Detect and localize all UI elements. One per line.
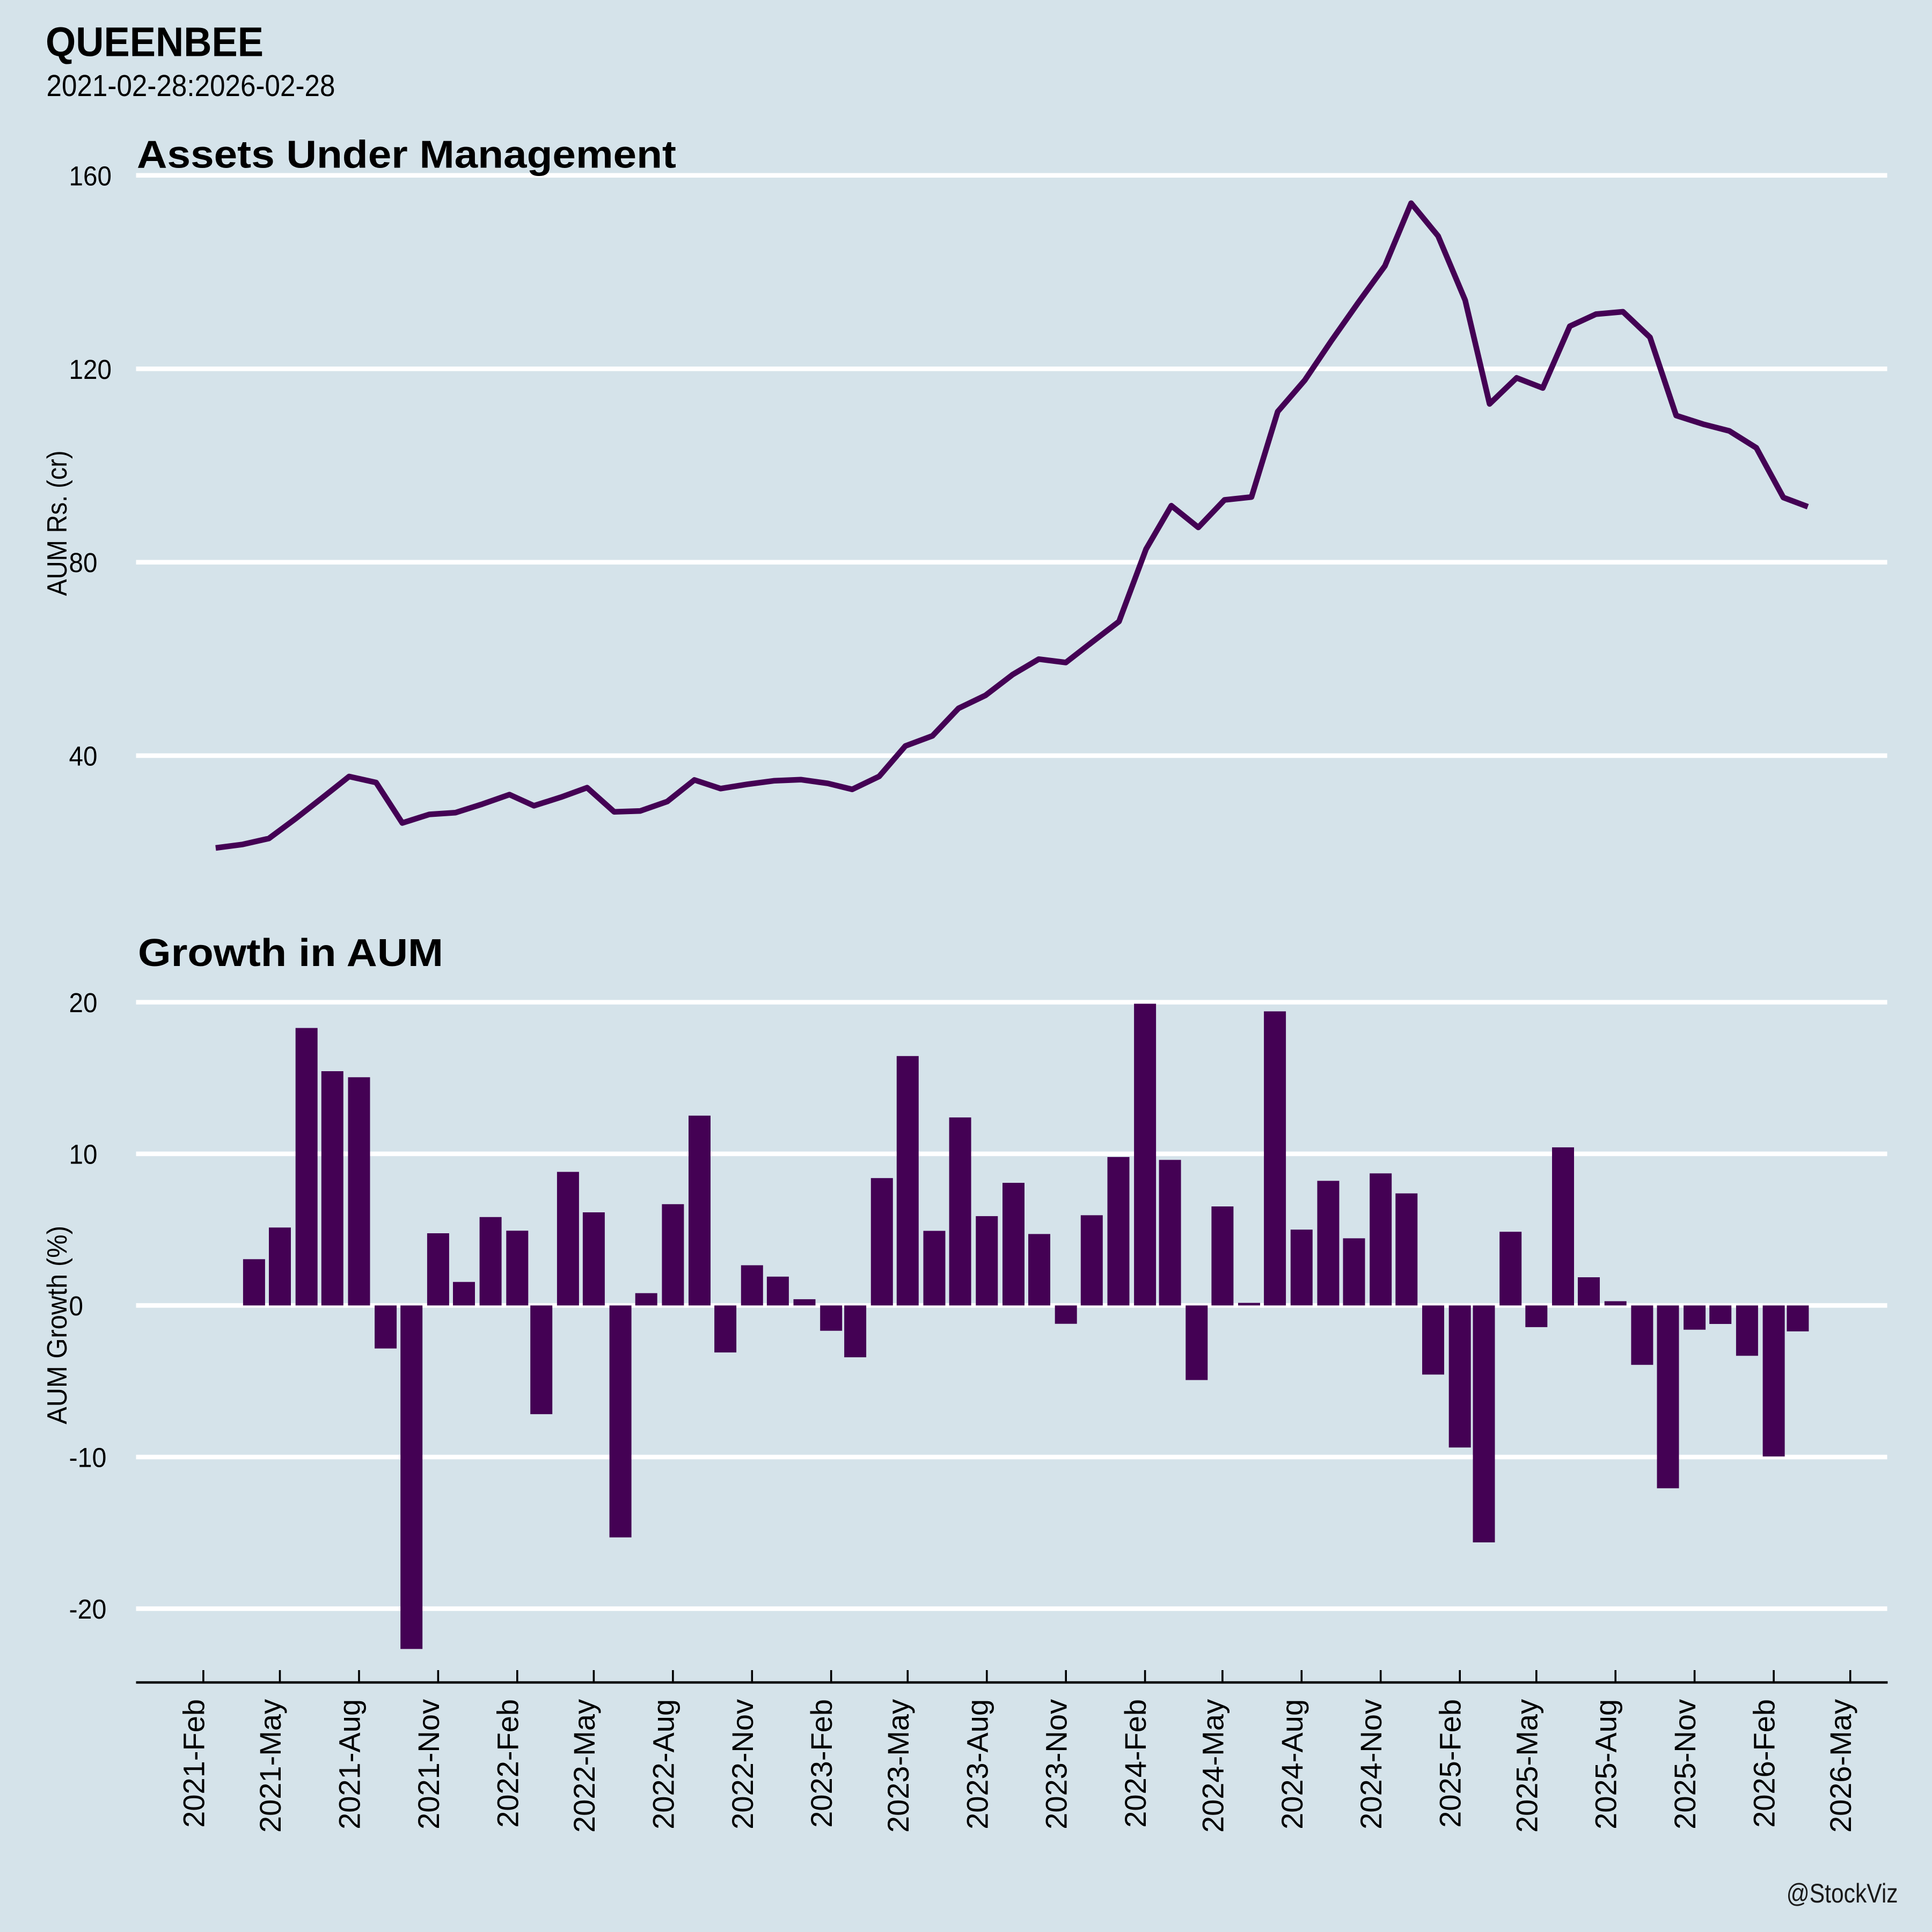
svg-text:40: 40 xyxy=(69,741,98,772)
svg-text:2021-Feb: 2021-Feb xyxy=(177,1699,210,1828)
svg-text:2021-02-28:2026-02-28: 2021-02-28:2026-02-28 xyxy=(47,69,335,103)
svg-text:2024-Aug: 2024-Aug xyxy=(1275,1699,1309,1829)
svg-text:Growth in AUM: Growth in AUM xyxy=(138,932,443,975)
svg-text:2026-Feb: 2026-Feb xyxy=(1747,1699,1781,1828)
svg-text:-10: -10 xyxy=(69,1443,107,1473)
svg-text:AUM Rs. (cr): AUM Rs. (cr) xyxy=(42,451,73,596)
svg-text:10: 10 xyxy=(69,1139,98,1170)
svg-text:2021-Aug: 2021-Aug xyxy=(333,1699,367,1829)
svg-text:QUEENBEE: QUEENBEE xyxy=(46,19,264,65)
svg-text:2024-Feb: 2024-Feb xyxy=(1118,1699,1152,1828)
svg-text:120: 120 xyxy=(69,354,112,385)
svg-text:2024-May: 2024-May xyxy=(1196,1699,1230,1833)
svg-text:80: 80 xyxy=(69,547,98,578)
svg-text:AUM Growth (%): AUM Growth (%) xyxy=(42,1226,73,1424)
svg-text:2023-May: 2023-May xyxy=(881,1699,915,1833)
svg-text:@StockViz: @StockViz xyxy=(1787,1878,1898,1908)
svg-text:Assets Under Management: Assets Under Management xyxy=(137,133,676,176)
svg-text:2022-Nov: 2022-Nov xyxy=(726,1699,759,1829)
svg-text:2021-Nov: 2021-Nov xyxy=(412,1699,445,1829)
svg-text:2025-Nov: 2025-Nov xyxy=(1668,1699,1702,1829)
svg-text:2023-Aug: 2023-Aug xyxy=(960,1699,994,1829)
svg-text:0: 0 xyxy=(69,1291,84,1321)
svg-text:2023-Feb: 2023-Feb xyxy=(804,1699,838,1828)
svg-text:2025-May: 2025-May xyxy=(1510,1699,1543,1833)
svg-text:2026-May: 2026-May xyxy=(1824,1699,1857,1833)
svg-text:2022-Feb: 2022-Feb xyxy=(491,1699,524,1828)
svg-text:2021-May: 2021-May xyxy=(253,1699,287,1833)
svg-text:20: 20 xyxy=(69,987,98,1018)
svg-text:160: 160 xyxy=(69,160,112,191)
svg-text:2025-Aug: 2025-Aug xyxy=(1589,1699,1623,1829)
svg-text:2022-May: 2022-May xyxy=(567,1699,601,1833)
svg-text:-20: -20 xyxy=(69,1594,107,1624)
svg-text:2024-Nov: 2024-Nov xyxy=(1354,1699,1388,1829)
svg-text:2022-Aug: 2022-Aug xyxy=(646,1699,680,1829)
svg-text:2025-Feb: 2025-Feb xyxy=(1433,1699,1467,1828)
svg-text:2023-Nov: 2023-Nov xyxy=(1040,1699,1073,1829)
